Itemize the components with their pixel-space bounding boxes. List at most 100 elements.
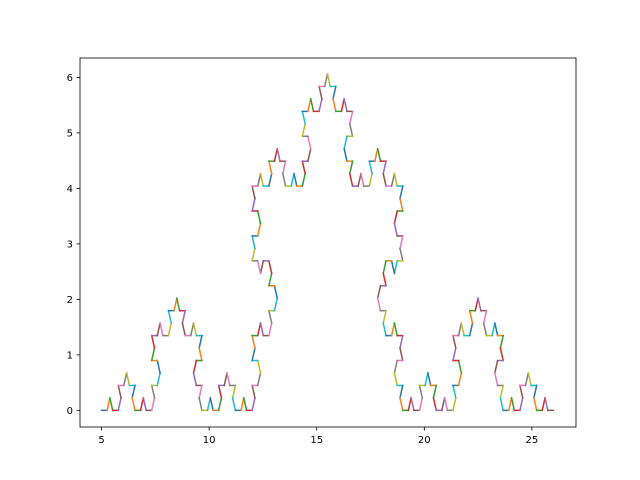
- koch-segment-104: [276, 147, 281, 163]
- y-tick-label: 5: [67, 128, 73, 139]
- koch-segment-229: [491, 322, 496, 337]
- koch-segment-130: [332, 85, 337, 100]
- koch-segment-22: [150, 347, 156, 362]
- koch-segment-26: [159, 322, 164, 337]
- koch-segment-76: [267, 322, 273, 337]
- koch-segment-43: [192, 359, 198, 374]
- koch-segment-220: [468, 322, 474, 337]
- koch-segment-52: [217, 396, 223, 412]
- koch-segment-155: [382, 172, 387, 187]
- koch-segment-23: [150, 334, 156, 349]
- koch-segment-152: [376, 147, 382, 163]
- koch-segment-100: [267, 172, 273, 187]
- koch-segment-191: [399, 396, 404, 412]
- koch-segment-164: [393, 222, 399, 237]
- koch-segment-62: [242, 396, 248, 412]
- y-tick-label: 2: [67, 295, 73, 306]
- koch-segment-238: [499, 384, 505, 399]
- koch-segment-88: [251, 247, 256, 262]
- x-tick-label: 5: [98, 435, 104, 446]
- koch-segment-172: [382, 259, 387, 275]
- x-tick-label: 15: [310, 435, 323, 446]
- koch-segment-55: [223, 372, 228, 387]
- koch-segment-245: [519, 384, 524, 399]
- koch-segment-131: [332, 97, 337, 113]
- koch-segment-185: [399, 347, 404, 362]
- koch-segment-239: [499, 396, 505, 412]
- koch-segment-97: [256, 172, 262, 187]
- koch-segment-200: [426, 372, 432, 387]
- koch-segment-13: [139, 396, 145, 412]
- koch-segment-157: [390, 172, 396, 187]
- koch-segment-184: [399, 334, 404, 349]
- koch-segment-25: [156, 322, 161, 337]
- koch-segment-116: [307, 135, 312, 150]
- koch-segment-1: [106, 396, 111, 412]
- koch-segment-209: [452, 384, 457, 399]
- koch-segment-28: [167, 322, 173, 337]
- koch-segment-206: [443, 396, 449, 412]
- koch-segment-125: [318, 85, 323, 100]
- koch-segment-173: [382, 272, 387, 287]
- y-tick-label: 1: [67, 350, 73, 361]
- koch-segment-226: [482, 309, 488, 325]
- koch-segment-113: [301, 160, 307, 175]
- koch-segment-59: [231, 396, 237, 412]
- koch-segment-254: [544, 396, 549, 412]
- koch-segment-58: [231, 384, 237, 399]
- koch-segment-92: [256, 210, 262, 225]
- koch-segment-14: [142, 396, 148, 412]
- koch-segment-146: [360, 172, 365, 187]
- koch-segment-122: [309, 97, 315, 113]
- koch-segment-7: [122, 372, 128, 387]
- koch-segment-4: [117, 396, 122, 412]
- koch-segment-17: [150, 384, 156, 399]
- koch-segment-235: [493, 359, 499, 374]
- koch-segment-170: [390, 259, 396, 275]
- koch-segment-34: [181, 309, 187, 325]
- koch-segment-61: [240, 396, 245, 412]
- koch-segment-20: [156, 359, 161, 374]
- koch-segment-194: [410, 396, 415, 412]
- koch-segment-214: [452, 347, 457, 362]
- koch-segment-178: [382, 309, 387, 325]
- koch-segment-94: [251, 197, 256, 212]
- koch-segment-224: [477, 297, 482, 312]
- koch-segment-181: [390, 322, 396, 337]
- koch-segment-110: [293, 172, 298, 187]
- koch-segment-167: [399, 247, 404, 262]
- koch-segment-77: [267, 309, 273, 325]
- koch-segment-64: [251, 396, 256, 412]
- koch-segment-218: [460, 322, 466, 337]
- koch-segment-31: [173, 297, 178, 312]
- koch-segment-148: [368, 172, 373, 187]
- x-tick-label: 25: [526, 435, 539, 446]
- koch-segment-103: [273, 147, 279, 163]
- koch-segment-89: [251, 235, 256, 250]
- koch-segment-56: [226, 372, 231, 387]
- koch-segment-158: [393, 172, 399, 187]
- koch-segment-137: [348, 122, 354, 138]
- axes-frame: [79, 57, 577, 428]
- koch-segment-230: [493, 322, 499, 337]
- koch-segment-112: [301, 172, 307, 187]
- x-tick-label: 10: [203, 435, 216, 446]
- koch-segment-203: [432, 396, 438, 412]
- koch-segment-119: [301, 110, 307, 125]
- y-tick-label: 3: [67, 239, 73, 250]
- koch-segment-202: [432, 384, 438, 399]
- koch-segment-190: [399, 384, 404, 399]
- koch-segment-136: [348, 110, 354, 125]
- x-tick-label: 20: [418, 435, 431, 446]
- koch-segment-212: [457, 359, 463, 374]
- koch-segment-244: [519, 396, 524, 412]
- koch-segment-124: [318, 97, 323, 113]
- koch-segment-248: [527, 372, 532, 387]
- koch-segment-91: [256, 222, 262, 237]
- koch-segment-95: [251, 185, 256, 200]
- koch-segment-83: [267, 259, 273, 275]
- koch-segment-211: [457, 372, 463, 387]
- koch-segment-107: [281, 172, 287, 187]
- koch-segment-251: [532, 396, 538, 412]
